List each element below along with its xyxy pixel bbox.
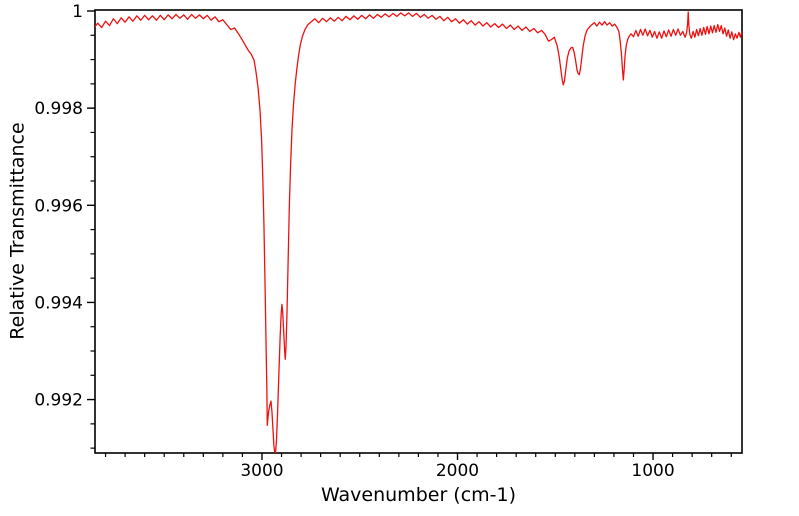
y-axis-title: Relative Transmittance — [6, 122, 29, 340]
x-tick-label: 2000 — [436, 461, 479, 481]
plot-frame — [94, 9, 743, 454]
x-axis-title: Wavenumber (cm-1) — [320, 484, 517, 506]
y-tick-label: 0.992 — [34, 391, 83, 411]
y-tick-label: 0.996 — [34, 196, 83, 216]
x-tick-label: 1000 — [631, 461, 674, 481]
x-tick-label: 3000 — [240, 461, 283, 481]
spectrum-line — [95, 11, 742, 453]
y-tick-label: 0.998 — [34, 99, 83, 119]
y-tick-label: 0.994 — [34, 293, 83, 313]
y-tick-label: 1 — [72, 2, 83, 22]
